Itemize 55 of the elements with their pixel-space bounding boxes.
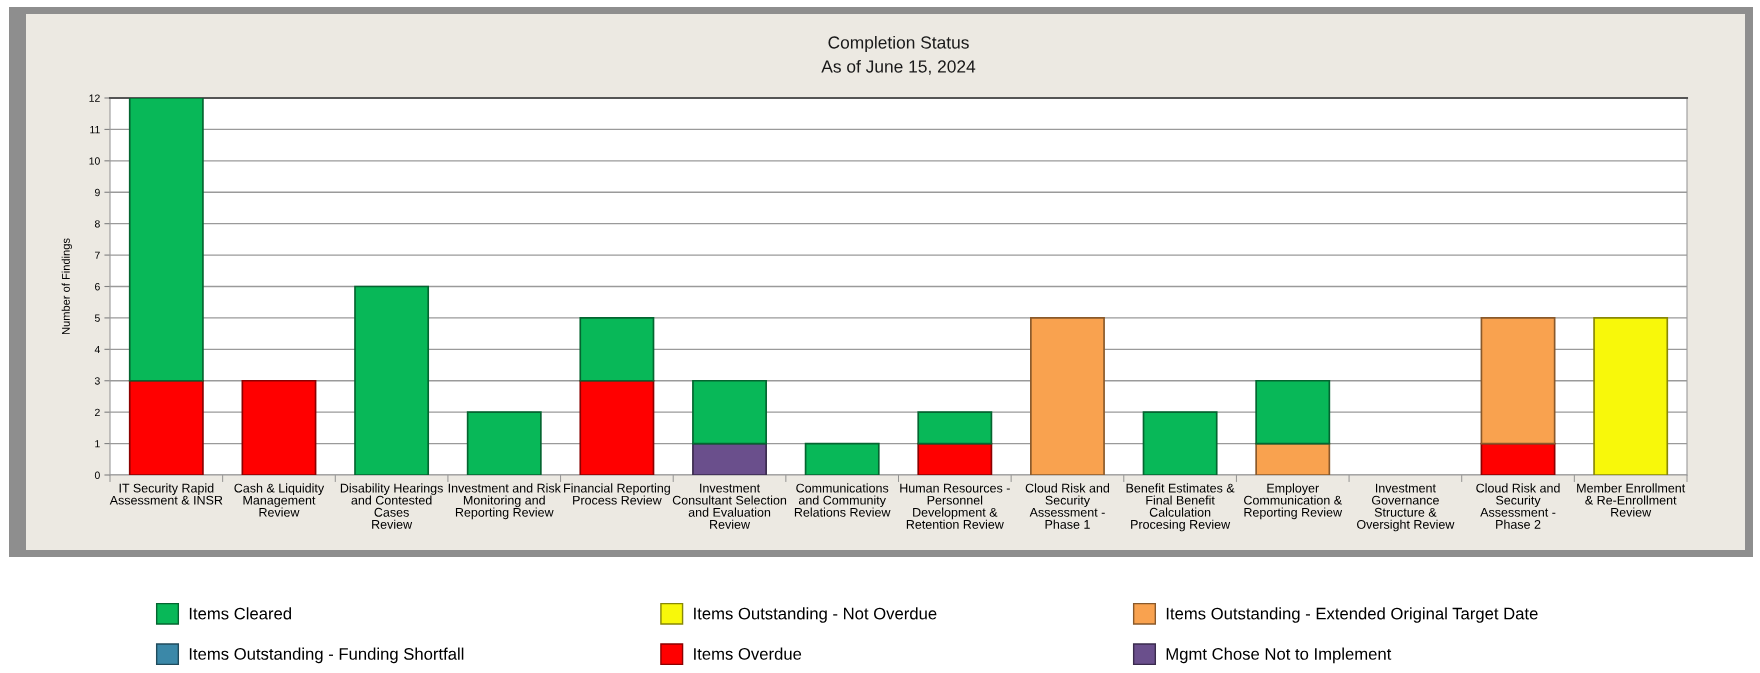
bar [692,379,767,445]
chart-subtitle: As of June 15, 2024 [821,59,976,75]
bar [692,442,767,475]
legend-label: Mgmt Chose Not to Implement [1166,647,1392,664]
y-tick-label: 2 [95,408,100,416]
y-tick-label: 7 [95,251,100,259]
bar [1593,317,1669,475]
x-tick-label: Member Enrollment & Re-Enrollment Review [1577,483,1686,517]
y-tick-label: 1 [95,440,100,448]
bar [241,379,317,475]
y-tick-label: 4 [94,345,100,354]
bar [466,411,542,475]
y-tick-label: 0 [94,471,100,479]
x-tick-label: Financial Reporting Process Review [564,483,670,505]
bar [1142,411,1218,475]
chart-title: Completion Status [828,35,969,53]
x-tick-label: Cloud Risk and Security Assessment - Phase 1 [1025,483,1110,529]
y-tick-label: 5 [94,314,100,322]
bar [804,442,880,475]
bar [128,98,204,382]
x-tick-label: Benefit Estimates & Final Benefit Calculation Procesing Review [1126,483,1235,532]
y-tick-label: 11 [90,126,100,134]
legend-label: Items Outstanding - Not Overdue [694,607,937,623]
x-tick-label: Cash & Liquidity Management Review [234,483,325,517]
x-tick-label: Investment Governance Structure & Oversight Review [1357,483,1455,532]
bar [128,379,204,475]
legend-label: Items Outstanding - Funding Shortfall [189,647,464,664]
bar [1480,317,1556,445]
bar [1480,442,1556,475]
legend-label: Items Outstanding - Extended Original Target Date [1166,607,1538,623]
legend-label: Items Cleared [189,607,291,620]
bar [1255,379,1331,445]
x-tick-label: Investment and Risk Monitoring and Reporting Review [448,483,561,520]
x-tick-label: Communications and Community Relations Review [794,483,891,517]
bar [354,285,430,475]
y-tick-label: 10 [89,157,100,165]
x-tick-label: Disability Hearings and Contested Cases Review [340,483,443,529]
bar [579,379,655,475]
y-axis-title: Number of Findings [61,238,73,335]
bar [917,411,993,445]
x-tick-label: Cloud Risk and Security Assessment - Phase 2 [1476,483,1560,529]
x-tick-label: Employer Communication & Reporting Review [1244,483,1343,520]
x-tick-label: Human Resources - Personnel Development & Retention Review [900,483,1010,529]
bar [917,442,993,475]
y-tick-label: 9 [94,188,100,197]
x-tick-label: IT Security Rapid Assessment & INSR [109,483,223,505]
bar [1030,317,1105,475]
y-tick-label: 8 [94,220,100,228]
legend-label: Items Overdue [694,647,802,660]
y-tick-label: 3 [94,377,100,385]
x-tick-label: Investment Consultant Selection and Evaluation Review [672,483,787,529]
y-tick-label: 6 [95,283,100,291]
bar [1255,442,1331,475]
bar [579,317,655,382]
y-tick-label: 12 [89,94,100,102]
